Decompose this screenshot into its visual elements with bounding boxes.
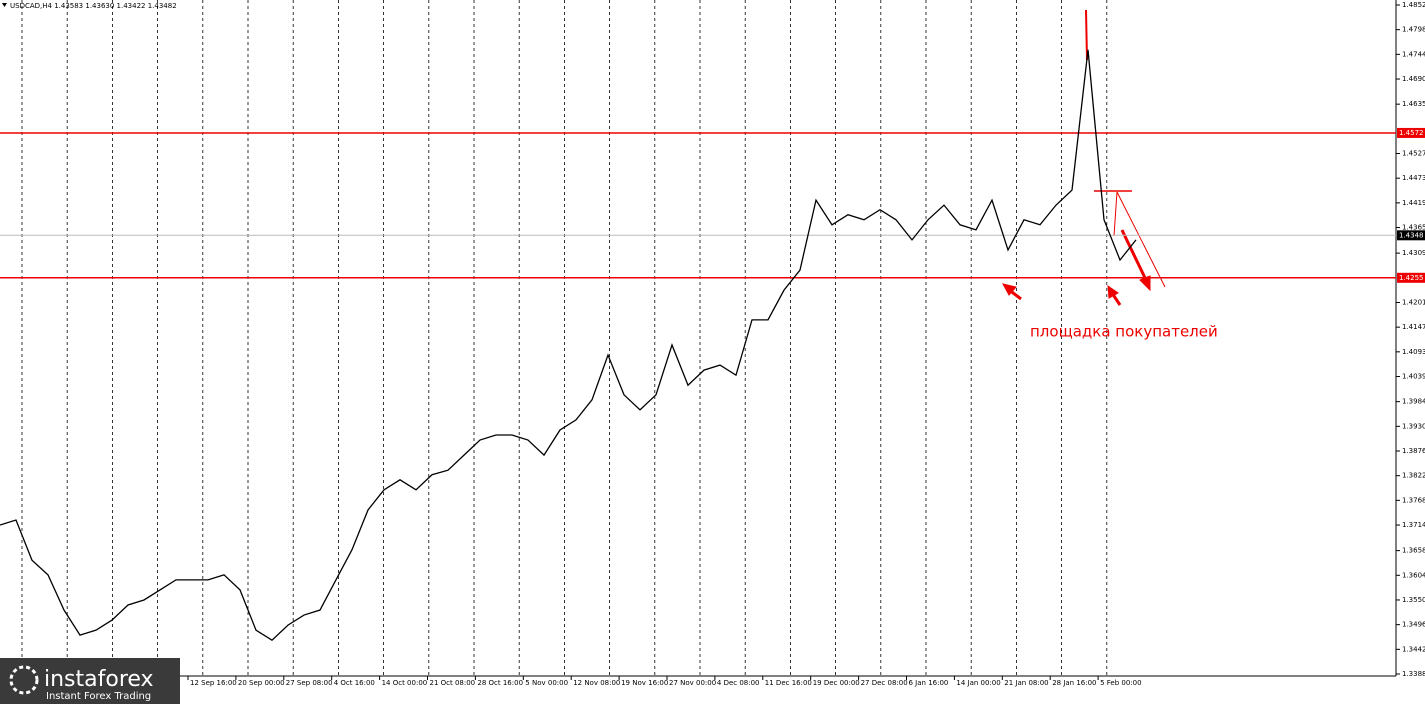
- y-tick-label: 1.4365: [1402, 224, 1425, 232]
- x-tick-label: 27 Nov 00:00: [669, 679, 716, 687]
- x-tick-label: 27 Dec 08:00: [861, 679, 908, 687]
- x-tick-label: 19 Dec 00:00: [813, 679, 860, 687]
- x-tick-label: 12 Sep 16:00: [190, 679, 237, 687]
- annotation: площадка покупателей: [1030, 323, 1218, 341]
- y-tick-label: 1.3768: [1402, 496, 1425, 504]
- level-label-bg: [1397, 127, 1425, 138]
- price-line: [0, 49, 1137, 642]
- x-tick-label: 5 Feb 00:00: [1100, 679, 1141, 687]
- y-tick-label: 1.4147: [1402, 323, 1425, 331]
- x-tick-label: 21 Oct 08:00: [430, 679, 476, 687]
- drawings: [1002, 9, 1166, 306]
- x-tick-label: 19 Nov 16:00: [621, 679, 668, 687]
- y-tick-label: 1.3658: [1402, 547, 1425, 555]
- logo-tagline: Instant Forex Trading: [46, 691, 151, 702]
- logo-icon: [9, 665, 39, 695]
- y-tick-label: 1.4690: [1402, 75, 1425, 83]
- y-tick-label: 1.4039: [1402, 373, 1425, 381]
- y-tick-label: 1.3822: [1402, 472, 1425, 480]
- x-tick-label: 6 Jan 16:00: [909, 679, 949, 687]
- grid: [21, 0, 1108, 676]
- x-tick-label: 20 Sep 00:00: [238, 679, 285, 687]
- y-tick-label: 1.3442: [1402, 645, 1425, 653]
- y-tick-label: 1.4473: [1402, 174, 1425, 182]
- x-tick-label: 12 Nov 08:00: [573, 679, 620, 687]
- logo-name: instaforex: [44, 667, 154, 692]
- x-tick-label: 28 Oct 16:00: [477, 679, 523, 687]
- x-tick-label: 4 Dec 08:00: [717, 679, 760, 687]
- chart-title: USDCAD,H4 1.43583 1.43630 1.43422 1.4348…: [10, 2, 177, 10]
- y-tick-label: 1.4309: [1402, 249, 1425, 257]
- drawing-line: [1085, 9, 1088, 61]
- y-tick-label: 1.4093: [1402, 348, 1425, 356]
- y-tick-label: 1.3388: [1402, 670, 1425, 678]
- title-icon: [2, 3, 7, 7]
- x-tick-label: 27 Sep 08:00: [286, 679, 333, 687]
- y-tick-label: 1.4201: [1402, 298, 1425, 306]
- y-tick-label: 1.3714: [1402, 521, 1425, 529]
- y-tick-label: 1.4419: [1402, 199, 1425, 207]
- drawing-arrow: [1120, 229, 1148, 281]
- level-label: 1.4572: [1399, 129, 1424, 137]
- drawing-line: [1113, 191, 1118, 237]
- y-tick-label: 1.3604: [1402, 571, 1425, 579]
- current-price-bg: [1397, 230, 1425, 241]
- y-tick-label: 1.4527: [1402, 150, 1425, 158]
- y-tick-label: 1.3984: [1402, 398, 1425, 406]
- x-tick-label: 4 Oct 16:00: [334, 679, 375, 687]
- drawing-line: [1116, 191, 1166, 288]
- x-tick-label: 28 Jan 16:00: [1052, 679, 1096, 687]
- y-tick-label: 1.3496: [1402, 621, 1425, 629]
- logo-box: [0, 658, 180, 704]
- x-tick-label: 21 Jan 08:00: [1004, 679, 1048, 687]
- x-tick-label: 5 Nov 00:00: [525, 679, 568, 687]
- drawing-arrowhead: [1002, 283, 1017, 296]
- y-tick-label: 1.3550: [1402, 596, 1425, 604]
- level-label: 1.4255: [1399, 274, 1424, 282]
- y-tick-label: 1.4635: [1402, 100, 1425, 108]
- y-tick-label: 1.3876: [1402, 447, 1425, 455]
- y-tick-label: 1.4744: [1402, 50, 1425, 58]
- y-tick-label: 1.4852: [1402, 1, 1425, 9]
- drawing-arrowhead: [1107, 284, 1119, 299]
- y-tick-label: 1.3930: [1402, 422, 1425, 430]
- x-tick-label: 14 Jan 00:00: [956, 679, 1000, 687]
- y-tick-label: 1.4798: [1402, 26, 1425, 34]
- x-tick-label: 11 Dec 16:00: [765, 679, 812, 687]
- x-tick-label: 14 Oct 00:00: [382, 679, 428, 687]
- level-label-bg: [1397, 272, 1425, 283]
- current-price-label: 1.4348: [1399, 231, 1424, 239]
